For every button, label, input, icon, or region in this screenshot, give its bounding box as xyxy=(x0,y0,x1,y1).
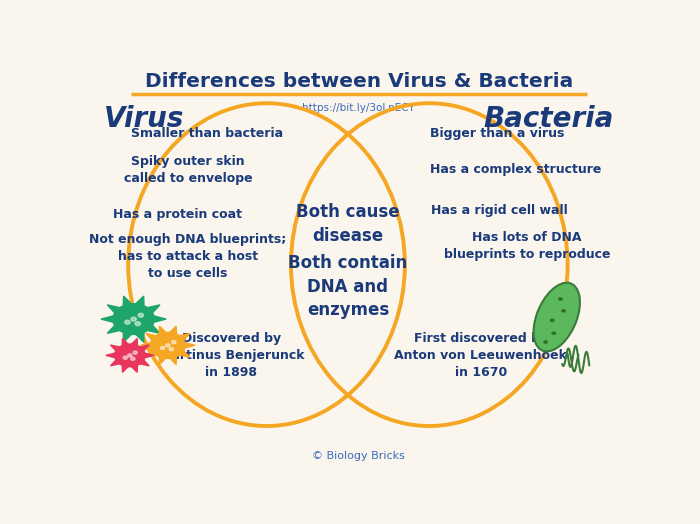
Polygon shape xyxy=(185,343,195,348)
Polygon shape xyxy=(125,320,130,324)
Polygon shape xyxy=(140,360,149,366)
Polygon shape xyxy=(115,344,145,367)
Polygon shape xyxy=(123,356,127,359)
Ellipse shape xyxy=(550,319,554,322)
Polygon shape xyxy=(148,325,160,333)
Text: Both cause
disease: Both cause disease xyxy=(296,203,400,245)
Polygon shape xyxy=(127,354,132,357)
Polygon shape xyxy=(159,357,166,365)
Polygon shape xyxy=(154,316,166,322)
Text: Bacteria: Bacteria xyxy=(483,105,614,134)
Text: https://bit.ly/3oLnECY: https://bit.ly/3oLnECY xyxy=(302,103,415,113)
Polygon shape xyxy=(169,347,174,351)
Polygon shape xyxy=(122,339,128,345)
Polygon shape xyxy=(107,325,120,333)
Text: Differences between Virus & Bacteria: Differences between Virus & Bacteria xyxy=(145,72,573,91)
Polygon shape xyxy=(159,326,166,334)
Text: Smaller than bacteria: Smaller than bacteria xyxy=(131,127,283,140)
Polygon shape xyxy=(170,326,176,334)
Polygon shape xyxy=(138,313,144,317)
Text: Has a protein coat: Has a protein coat xyxy=(113,208,242,221)
Text: Has a rigid cell wall: Has a rigid cell wall xyxy=(431,204,568,216)
Polygon shape xyxy=(136,333,144,342)
Polygon shape xyxy=(132,339,137,345)
Polygon shape xyxy=(145,353,154,358)
Text: Spiky outer skin
called to envelope: Spiky outer skin called to envelope xyxy=(124,155,252,185)
Text: Has a complex structure: Has a complex structure xyxy=(430,163,602,176)
Text: Bigger than a virus: Bigger than a virus xyxy=(430,127,564,140)
Text: First discovered by
Anton von Leeuwenhoek
in 1670: First discovered by Anton von Leeuwenhoe… xyxy=(394,332,567,379)
Polygon shape xyxy=(131,357,135,361)
Text: © Biology Bricks: © Biology Bricks xyxy=(312,451,405,461)
Ellipse shape xyxy=(558,297,563,301)
Polygon shape xyxy=(146,351,156,357)
Polygon shape xyxy=(106,353,115,358)
Ellipse shape xyxy=(552,331,556,335)
Polygon shape xyxy=(113,304,154,334)
Polygon shape xyxy=(123,296,131,305)
Polygon shape xyxy=(135,322,141,326)
Polygon shape xyxy=(180,333,190,340)
Polygon shape xyxy=(123,333,131,342)
Polygon shape xyxy=(166,344,170,347)
Polygon shape xyxy=(107,305,120,313)
Polygon shape xyxy=(111,360,119,366)
Polygon shape xyxy=(101,316,113,322)
Text: Discovered by
Martinus Benjerunck
in 1898: Discovered by Martinus Benjerunck in 189… xyxy=(158,332,304,379)
Ellipse shape xyxy=(533,283,580,352)
Polygon shape xyxy=(180,351,190,357)
Polygon shape xyxy=(160,346,164,350)
Polygon shape xyxy=(131,317,136,321)
Polygon shape xyxy=(170,357,176,365)
Polygon shape xyxy=(150,332,185,358)
Polygon shape xyxy=(133,351,137,354)
Polygon shape xyxy=(111,345,119,351)
Polygon shape xyxy=(122,365,128,372)
Polygon shape xyxy=(140,345,149,351)
Ellipse shape xyxy=(561,309,566,313)
Text: Virus: Virus xyxy=(104,105,184,134)
Text: Both contain
DNA and
enzymes: Both contain DNA and enzymes xyxy=(288,254,407,320)
Polygon shape xyxy=(132,365,137,372)
Polygon shape xyxy=(146,333,156,340)
Text: Has lots of DNA
blueprints to reproduce: Has lots of DNA blueprints to reproduce xyxy=(444,232,610,261)
Ellipse shape xyxy=(543,340,548,344)
Polygon shape xyxy=(148,305,160,313)
Polygon shape xyxy=(136,296,144,305)
Polygon shape xyxy=(172,341,176,344)
Text: Not enough DNA blueprints;
has to attack a host
to use cells: Not enough DNA blueprints; has to attack… xyxy=(89,233,286,280)
Polygon shape xyxy=(141,343,150,348)
